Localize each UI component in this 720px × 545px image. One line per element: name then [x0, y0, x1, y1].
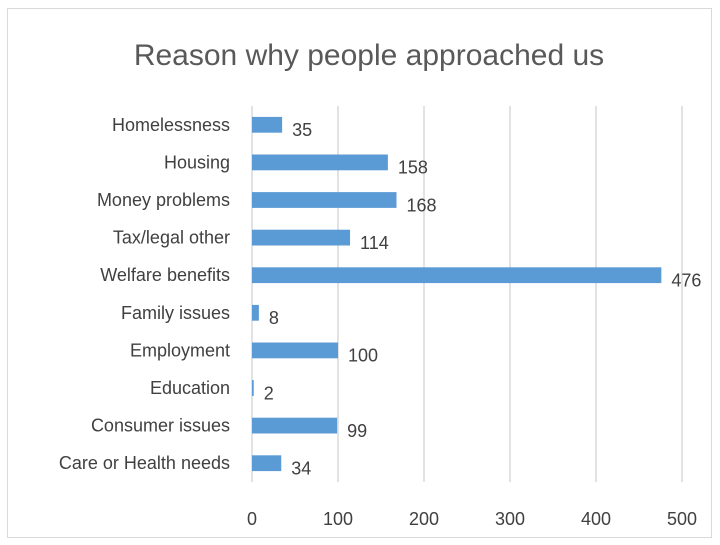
category-label: Welfare benefits [100, 265, 230, 285]
bar-tax-legal-other [252, 229, 351, 246]
x-tick-label-400: 400 [581, 509, 611, 529]
category-label: Employment [130, 340, 230, 360]
bar-homelessness [252, 116, 283, 133]
category-label: Education [150, 378, 230, 398]
bar-education [252, 380, 254, 396]
data-labels: 35 158 168 114 476 8 100 2 99 34 [264, 120, 702, 478]
data-label: 476 [671, 270, 701, 290]
x-tick-label-200: 200 [409, 509, 439, 529]
chart-title: Reason why people approached us [134, 39, 604, 72]
category-label: Homelessness [112, 115, 230, 135]
category-label: Housing [164, 152, 230, 172]
bar-care-or-health-needs [252, 455, 282, 472]
x-tick-label-300: 300 [495, 509, 525, 529]
bar-consumer-issues [252, 417, 338, 434]
data-label: 2 [264, 383, 274, 403]
bar-family-issues [252, 304, 259, 321]
category-label: Consumer issues [91, 416, 230, 436]
data-label: 168 [406, 195, 436, 215]
data-label: 99 [347, 421, 367, 441]
data-label: 8 [269, 308, 279, 328]
data-label: 35 [292, 120, 312, 140]
bar-money-problems [252, 192, 397, 208]
x-tick-label-0: 0 [247, 509, 257, 529]
category-label: Family issues [121, 303, 230, 323]
category-label: Tax/legal other [113, 228, 230, 248]
bar-welfare-benefits [252, 267, 662, 284]
x-axis-tick-labels: 0 100 200 300 400 500 [247, 509, 697, 529]
x-tick-label-500: 500 [667, 509, 697, 529]
bar-housing [252, 154, 388, 171]
data-label: 114 [360, 233, 389, 253]
category-labels: Homelessness Housing Money problems Tax/leg… [59, 115, 230, 473]
bar-employment [252, 342, 338, 359]
category-label: Money problems [97, 190, 230, 210]
bars [252, 116, 662, 472]
x-tick-label-100: 100 [323, 509, 353, 529]
data-label: 100 [348, 346, 378, 366]
data-label: 34 [291, 458, 311, 478]
category-label: Care or Health needs [59, 453, 230, 473]
data-label: 158 [398, 158, 428, 178]
